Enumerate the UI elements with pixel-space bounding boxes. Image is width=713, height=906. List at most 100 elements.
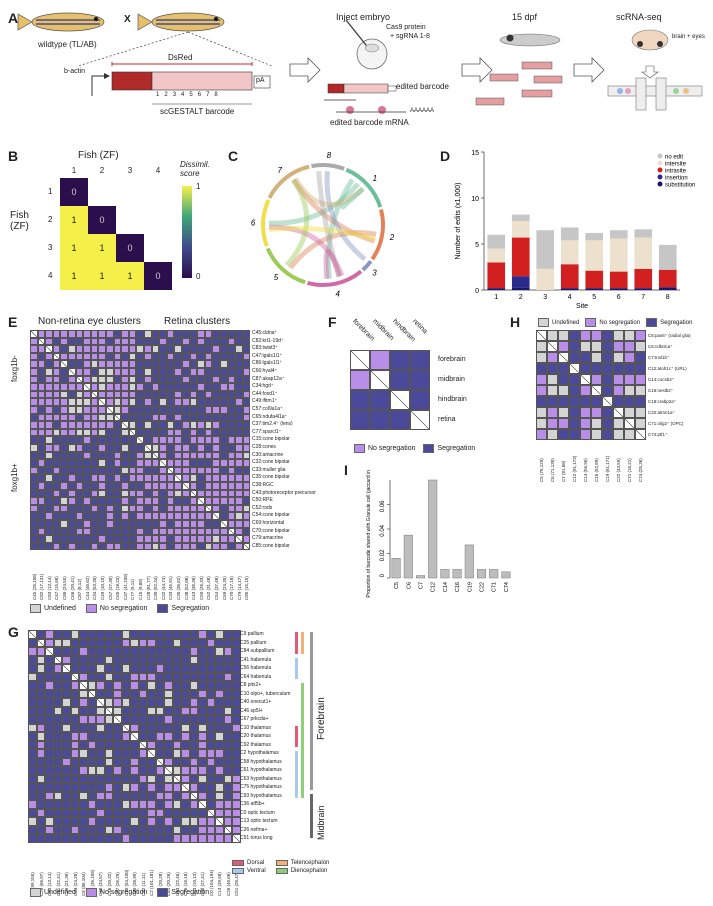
matrix-cell (182, 398, 190, 406)
matrix-cell (164, 647, 173, 656)
matrix-cell (547, 330, 558, 341)
matrix-cell (155, 706, 164, 715)
matrix-cell (232, 689, 241, 698)
matrix-cell (235, 520, 243, 528)
matrix-cell (104, 672, 113, 681)
matrix-cell (62, 825, 71, 834)
chord-site-label: 5 (274, 273, 279, 282)
matrix-cell (98, 383, 106, 391)
matrix-cell (121, 757, 130, 766)
legend-ventral: Ventral (232, 868, 266, 874)
matrix-cell (580, 418, 591, 429)
matrix-cell (128, 527, 137, 536)
legend-telencephalon: Telencephalon (275, 860, 329, 866)
matrix-cell (30, 542, 38, 551)
matrix-cell (181, 689, 190, 698)
matrix-cell (613, 352, 624, 363)
matrix-cell (113, 808, 122, 817)
matrix-cell (130, 757, 139, 766)
matrix-cell (62, 766, 71, 775)
matrix-cell (159, 330, 167, 338)
matrix-cell (235, 375, 243, 384)
matrix-cell (174, 375, 182, 384)
matrix-cell (75, 352, 84, 361)
matrix-cell (147, 740, 156, 749)
matrix-cell (96, 834, 105, 843)
matrix-cell (52, 337, 61, 346)
barcode-site: 7 (206, 92, 210, 98)
matrix-cell (113, 825, 122, 834)
matrix-cell (206, 825, 215, 834)
matrix-cell (45, 698, 54, 707)
matrix-cell (159, 459, 167, 467)
matrix-cell (204, 459, 213, 467)
matrix-cell (138, 706, 147, 715)
matrix-cell (52, 542, 61, 551)
matrix-cell (98, 413, 106, 422)
matrix-cell (79, 783, 88, 792)
matrix-cell (90, 421, 99, 429)
matrix-cell (223, 655, 232, 664)
matrix-cell (147, 630, 156, 639)
matrix-cell (164, 732, 173, 741)
matrix-cell (136, 428, 144, 437)
matrix-cell (37, 436, 46, 444)
matrix-cell (136, 444, 144, 452)
bar-intersite-site-5 (585, 240, 604, 271)
matrix-cell (37, 504, 46, 513)
matrix-cell (37, 360, 46, 368)
matrix-cell (181, 817, 190, 826)
matrix-cell (602, 429, 613, 440)
matrix-cell (90, 398, 99, 406)
x-tick-label: 7 (641, 294, 645, 301)
matrix-cell (60, 542, 68, 551)
matrix-cell (83, 352, 91, 361)
col-label: C86 (24,55) (61, 576, 67, 600)
barcode-label: scGESTALT barcode (160, 107, 235, 116)
matrix-cell (113, 360, 122, 368)
bar-substitution-site-7 (634, 288, 653, 290)
matrix-cell (121, 715, 130, 724)
matrix-cell (45, 474, 53, 482)
matrix-cell (90, 497, 99, 505)
matrix-cell (206, 723, 215, 732)
matrix-cell (113, 428, 122, 437)
matrix-cell (138, 732, 147, 741)
matrix-cell (182, 428, 190, 437)
matrix-cell (79, 647, 88, 656)
matrix-cell (28, 672, 37, 681)
row-label: C13 optic tectum (240, 818, 278, 824)
row-label: C15:cone bipolar (252, 436, 290, 443)
matrix-cell (204, 482, 213, 490)
matrix-cell (90, 482, 99, 490)
matrix-cell (90, 542, 99, 551)
matrix-cell (45, 489, 53, 498)
matrix-cell (182, 482, 190, 490)
matrix-cell (198, 647, 207, 656)
matrix-cell (172, 791, 181, 800)
matrix-cell (189, 681, 198, 690)
matrix-cell (70, 630, 79, 639)
matrix-cell (155, 630, 164, 639)
matrix-cell (204, 337, 213, 346)
matrix-cell (232, 817, 241, 826)
matrix-cell (106, 436, 114, 444)
matrix-cell (98, 360, 106, 368)
matrix-cell (155, 732, 164, 741)
matrix-cell (36, 825, 45, 834)
matrix-cell (227, 436, 236, 444)
row-label: C5:pax6⁺ (radial glia) (648, 333, 691, 338)
matrix-cell (98, 474, 106, 482)
brain-segregation-matrix (28, 630, 241, 843)
matrix-cell (635, 352, 646, 363)
bar-intersite-site-7 (634, 237, 653, 269)
matrix-cell (232, 655, 241, 664)
matrix-cell (104, 817, 113, 826)
region-col-label: retina (411, 318, 429, 336)
matrix-cell (189, 834, 198, 843)
matrix-cell (212, 383, 220, 391)
matrix-cell (113, 330, 122, 338)
matrix-cell (242, 459, 251, 467)
matrix-cell (28, 825, 37, 834)
